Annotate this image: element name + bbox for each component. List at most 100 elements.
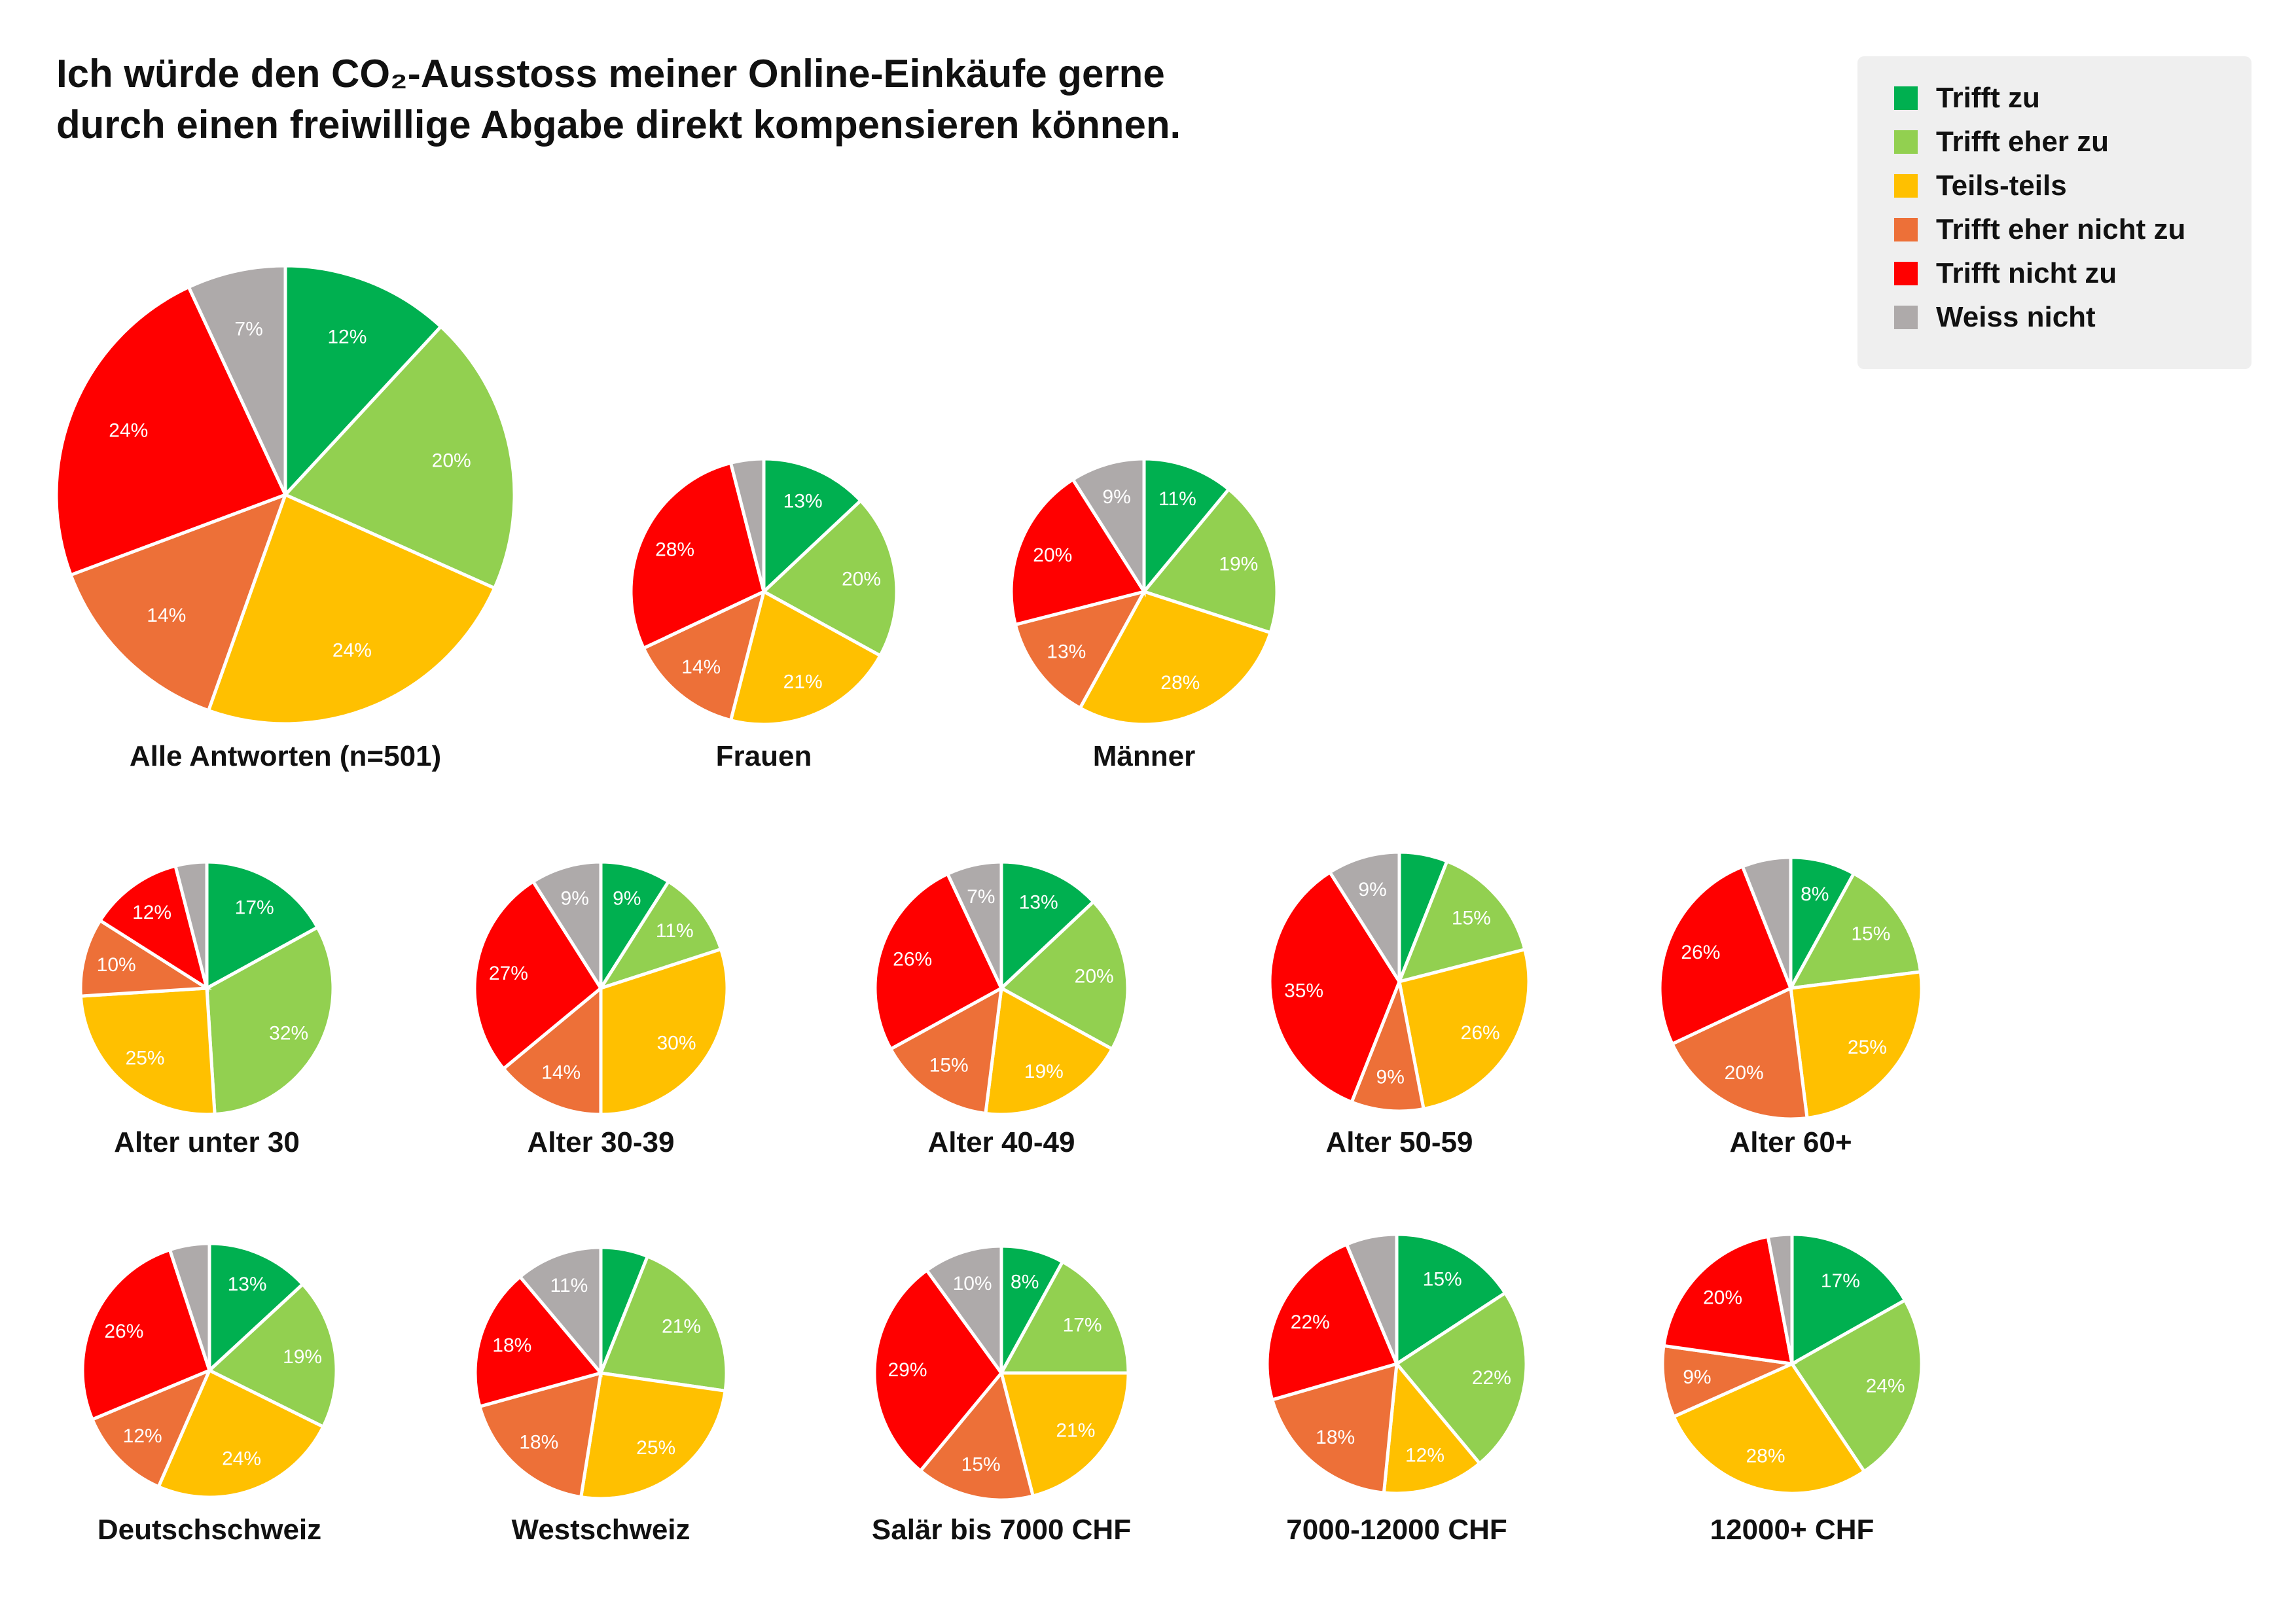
data-label: 20% [432,450,471,472]
pie-title: Alter 30-39 [527,1126,674,1158]
pie-alle-antworten-n-501: 12% 20% 24% 14% 24% 7% Alle Antworten (n=501) [54,264,516,772]
legend: Trifft zu Trifft eher zu Teils-teils Tri… [1857,56,2251,369]
data-label: 9% [1102,486,1130,508]
pie-slice-trifft-nicht-zu [473,879,603,1071]
data-label: 11% [656,920,694,942]
pie-title: Alter 60+ [1729,1126,1852,1158]
pie-alter-40-49: 13% 20% 19% 15% 26% 7% Alter 40-49 [873,860,1130,1158]
pie-title: Frauen [716,740,812,772]
pie-slice-teils-teils [728,589,883,726]
pie-slice-weiss-nicht [1327,850,1401,988]
data-label: 22% [1291,1311,1330,1333]
pie-slice-trifft-eher-nicht-zu [1660,1344,1798,1419]
data-label: 24% [109,419,148,441]
legend-item-trifft-zu: Trifft zu [1894,82,2040,114]
data-label: 13% [228,1274,267,1295]
pie-alter-60: 8% 15% 25% 20% 26% Alter 60+ [1658,855,1924,1158]
data-label: 20% [1703,1287,1742,1308]
chart-title-line-1: Ich würde den CO₂-Ausstoss meiner Online… [56,52,1165,96]
pie-männer: 11% 19% 28% 13% 20% 9% Männer [1009,457,1279,772]
pie-12000-chf: 17% 24% 28% 9% 20% 12000+ CHF [1660,1232,1924,1546]
data-label: 21% [783,671,823,692]
pie-slice-weiss-nicht [168,1241,211,1371]
pie-slice-trifft-eher-zu [1396,859,1527,984]
data-label: 9% [613,887,641,909]
pie-slice-trifft-eher-nicht-zu [1270,1361,1399,1495]
pie-slice-trifft-eher-nicht-zu [1670,986,1809,1121]
data-label: 14% [147,605,186,626]
data-label: 9% [1376,1066,1405,1088]
pie-slice-trifft-eher-zu [206,1281,338,1429]
pie-alter-30-39: 9% 11% 30% 14% 27% 9% Alter 30-39 [473,860,729,1158]
pie-slice-trifft-eher-nicht-zu [641,588,766,722]
pie-slice-weiss-nicht [924,1244,1003,1378]
legend-item-trifft-eher-zu: Trifft eher zu [1894,126,2109,158]
legend-label: Teils-teils [1936,169,2067,202]
data-label: 9% [1683,1366,1711,1388]
pie-title: Alter 50-59 [1325,1126,1473,1158]
pie-alter-50-59: 15% 26% 9% 35% 9% Alter 50-59 [1268,850,1531,1158]
legend-label: Trifft nicht zu [1936,257,2117,289]
pie-title: Männer [1093,740,1195,772]
data-label: 20% [1033,544,1072,566]
legend-swatch [1894,130,1918,154]
data-label: 10% [97,954,136,976]
pie-alter-unter-30: 17% 32% 25% 10% 12% Alter unter 30 [79,860,335,1158]
data-label: 9% [561,887,589,909]
data-label: 32% [269,1022,308,1044]
pie-slice-trifft-eher-zu [998,1259,1130,1375]
data-label: 28% [1160,672,1200,694]
data-label: 28% [1746,1445,1785,1467]
legend-swatch [1894,174,1918,198]
pie-slice-weiss-nicht [187,264,287,496]
pie-westschweiz: 21% 25% 18% 18% 11% Westschweiz [473,1245,728,1546]
data-label: 26% [893,948,932,970]
chart-title-line-2: durch einen freiwillige Abgabe direkt ko… [56,103,1181,147]
pie-slice-weiss-nicht [1766,1232,1794,1364]
pie-slice-trifft-eher-zu [1787,871,1923,991]
pie-slice-trifft-zu [762,457,863,596]
data-label: 15% [961,1454,1001,1476]
data-label: 19% [1219,554,1258,575]
data-label: 35% [1284,980,1323,1001]
pie-7000-12000-chf: 15% 22% 12% 18% 22% 7000-12000 CHF [1265,1232,1528,1546]
pie-slice-teils-teils [1397,947,1531,1111]
data-label: 24% [222,1448,261,1469]
pie-slice-weiss-nicht [728,457,766,592]
pie-slice-teils-teils [579,1371,727,1501]
pie-frauen: 13% 20% 21% 14% 28% Frauen [629,457,899,772]
pie-slice-teils-teils [1382,1359,1482,1495]
pie-slice-weiss-nicht [531,860,603,994]
pie-slice-trifft-nicht-zu [81,1247,212,1422]
data-label: 10% [953,1273,992,1294]
legend-item-teils-teils: Teils-teils [1894,169,2067,202]
pie-title: Westschweiz [511,1514,690,1546]
legend-label: Trifft zu [1936,82,2040,114]
pie-slice-trifft-eher-zu [761,498,899,658]
pie-slice-trifft-nicht-zu [1009,477,1147,627]
pie-slice-trifft-eher-zu [205,925,335,1116]
legend-label: Trifft eher nicht zu [1936,213,2186,245]
pie-slice-trifft-eher-nicht-zu [918,1369,1035,1502]
pie-slice-teils-teils [999,1371,1130,1498]
pie-title: 12000+ CHF [1710,1514,1874,1546]
data-label: 17% [235,897,274,919]
pie-slice-trifft-eher-zu [598,1254,728,1393]
data-label: 19% [1024,1061,1064,1082]
legend-swatch [1894,262,1918,285]
data-label: 26% [104,1321,143,1342]
legend-label: Weiss nicht [1936,301,2096,333]
pie-slice-trifft-nicht-zu [873,872,1004,1052]
data-label: 15% [1452,908,1491,929]
pie-title: Deutschschweiz [98,1514,321,1546]
pie-slice-weiss-nicht [945,860,1003,990]
data-label: 8% [1011,1272,1039,1293]
pie-slice-teils-teils [206,492,497,726]
pie-slice-trifft-zu [1142,457,1231,596]
data-label: 18% [519,1431,558,1453]
data-label: 11% [550,1275,588,1296]
data-label: 17% [1821,1270,1860,1292]
pie-title: Salär bis 7000 CHF [872,1514,1131,1546]
pie-slice-teils-teils [79,986,217,1116]
